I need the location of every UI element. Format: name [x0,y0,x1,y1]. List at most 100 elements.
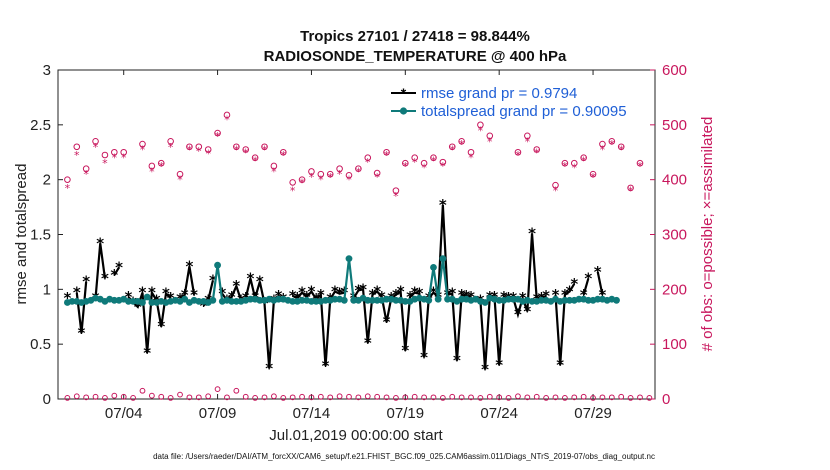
obs-possible-point [580,154,587,162]
obs-possible-low-point [73,393,80,400]
obs-possible-point [636,159,644,167]
obs-possible-point [139,140,146,148]
obs-assimilated-point: * [356,165,362,178]
totalspread-point [373,296,381,304]
obs-assimilated-point: * [102,157,108,170]
obs-assimilated-point: * [93,141,99,154]
totalspread-point [575,295,583,303]
obs-possible-point [261,143,268,151]
obs-possible-low-point [421,394,427,401]
totalspread-point [528,297,536,305]
rmse-point: * [406,288,414,306]
totalspread-point [139,299,146,306]
totalspread-point [561,296,569,304]
obs-possible-low-point [580,393,587,400]
obs-possible-point [73,143,81,151]
rmse-point: * [561,286,569,304]
obs-possible-low-point [233,387,240,394]
totalspread-point [214,261,221,269]
rmse-point: * [392,286,400,304]
rmse-point: * [124,288,132,306]
obs-possible-point [233,143,240,151]
rmse-point: * [308,283,316,301]
totalspread-point [481,299,489,306]
obs-assimilated-point: * [628,185,634,198]
legend: * rmse grand pr = 0.9794 totalspread gra… [384,79,652,121]
obs-possible-low-point [411,393,418,400]
obs-possible-low-point [327,394,334,401]
totalspread-point [289,297,297,305]
rmse-line [94,243,107,299]
totalspread-point [430,264,437,271]
x-tick-label: 07/29 [574,405,612,422]
rmse-point: * [599,286,607,304]
rmse-point: * [78,324,86,342]
totalspread-point [425,296,433,304]
obs-possible-low-point [242,393,249,400]
rmse-line [554,283,576,366]
obs-possible-point [589,170,597,178]
obs-possible-low-point [449,393,456,400]
y2-axis-label: # of obs: o=possible; ×=assimilated [699,117,716,352]
obs-assimilated-point: * [309,171,315,184]
obs-assimilated-point: * [299,176,305,189]
obs-assimilated-point: * [393,190,399,203]
obs-possible-point [373,169,381,177]
rmse-point: * [383,313,391,331]
obs-possible-point [120,148,128,156]
obs-possible-point [448,143,456,151]
obs-assimilated-point: * [346,174,352,187]
obs-assimilated-point: * [590,171,596,184]
rmse-point: * [580,286,588,304]
rmse-point: * [430,284,438,302]
x-axis-label: Jul.01,2019 00:00:00 start [269,427,443,444]
obs-possible-low-point [590,395,596,401]
x-tick-label: 07/04 [105,405,143,422]
rmse-point: * [185,257,193,275]
obs-assimilated-point: * [121,152,127,165]
obs-possible-point [608,137,616,145]
rmse-point: * [265,359,273,377]
obs-possible-point [467,148,475,156]
obs-possible-point [326,170,334,178]
totalspread-point [148,299,156,306]
rmse-point: * [566,283,574,301]
rmse-line [292,289,345,367]
obs-possible-low-point [346,393,352,400]
obs-assimilated-point: * [290,185,296,198]
obs-possible-point [383,148,390,156]
rmse-line [113,266,120,276]
rmse-line [582,278,590,296]
obs-assimilated-point: * [581,154,587,167]
rmse-point: * [552,286,560,304]
y2-tick-label: 0 [662,391,670,408]
obs-assimilated-point: * [234,144,240,157]
obs-assimilated-point: * [281,149,287,162]
rmse-point: * [397,283,405,301]
rmse-line [221,278,284,369]
obs-possible-low-point [270,393,277,400]
y2-tick-label: 300 [662,227,687,244]
obs-assimilated-point: * [478,124,484,137]
totalspread-point [613,296,620,304]
rmse-point: * [134,298,142,316]
obs-possible-low-point [289,394,296,401]
obs-assimilated-point: * [65,182,71,195]
obs-assimilated-point: * [515,149,521,162]
obs-assimilated-point: * [440,160,446,173]
obs-possible-point [101,151,109,159]
obs-assimilated-point: * [403,160,409,173]
obs-possible-low-point [158,393,165,400]
totalspread-point [401,297,409,305]
totalspread-point [566,296,573,304]
rmse-point: * [401,342,409,360]
rmse-point: * [209,272,217,290]
totalspread-point [434,295,442,303]
totalspread-point [143,293,151,301]
totalspread-point [505,295,512,303]
rmse-point: * [331,283,339,301]
totalspread-point [312,297,320,305]
rmse-point: * [420,348,428,366]
data-file-footer: data file: /Users/raeder/DAI/ATM_forcXX/… [153,452,655,461]
rmse-point: * [322,357,330,375]
